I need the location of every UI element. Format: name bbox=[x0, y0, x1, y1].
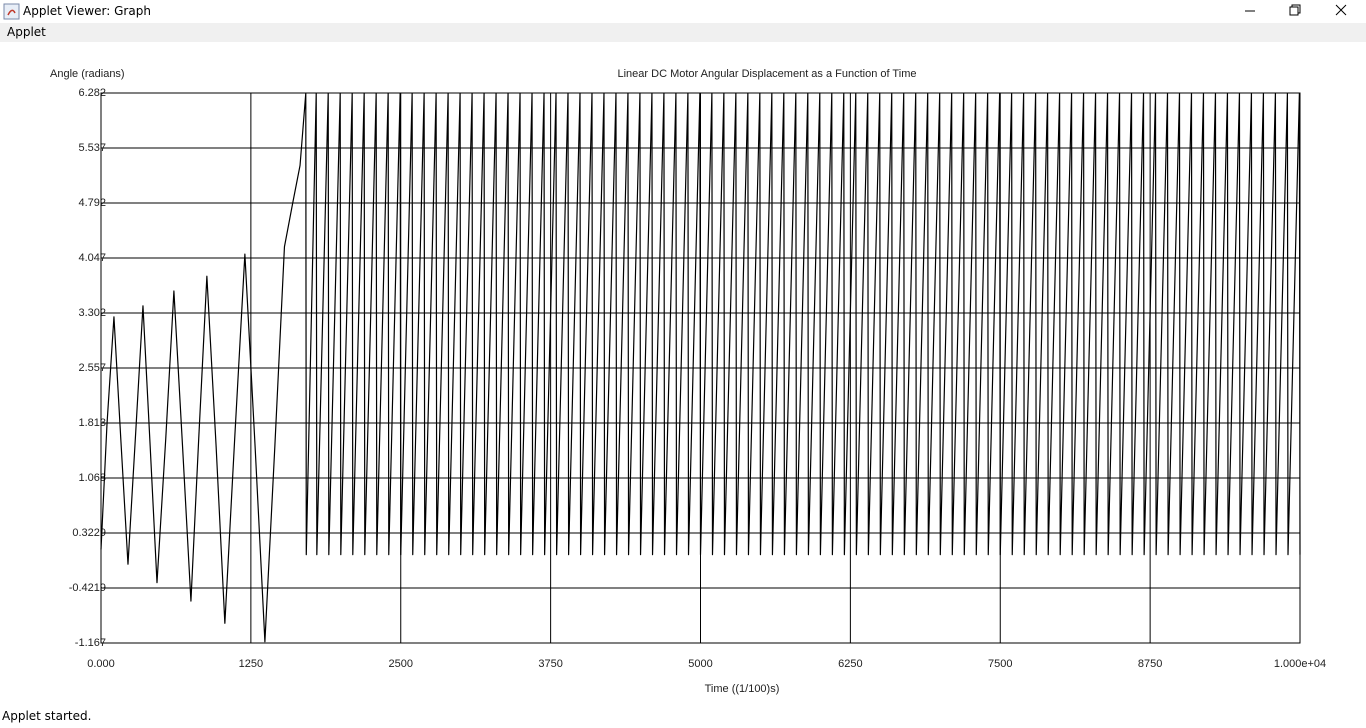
menu-item[interactable]: Applet bbox=[7, 25, 46, 39]
y-tick-label: 3.302 bbox=[78, 307, 106, 319]
y-axis-label: Angle (radians) bbox=[50, 68, 125, 80]
y-tick-label: 0.3229 bbox=[72, 527, 106, 539]
y-tick-label: 1.068 bbox=[78, 472, 106, 484]
y-tick-label: 4.047 bbox=[78, 252, 106, 264]
x-tick-label: 7500 bbox=[988, 658, 1012, 670]
x-axis-label: Time ((1/100)s) bbox=[705, 683, 780, 695]
y-tick-label: -1.167 bbox=[75, 637, 106, 649]
x-tick-label: 2500 bbox=[389, 658, 413, 670]
x-tick-label: 1250 bbox=[239, 658, 263, 670]
y-tick-label: 1.813 bbox=[78, 417, 106, 429]
x-tick-label: 3750 bbox=[538, 658, 562, 670]
x-tick-label: 0.000 bbox=[87, 658, 115, 670]
app-icon bbox=[3, 3, 20, 20]
y-tick-label: -0.4219 bbox=[69, 582, 106, 594]
close-button[interactable] bbox=[1335, 4, 1347, 16]
x-tick-label: 6250 bbox=[838, 658, 862, 670]
y-tick-label: 5.537 bbox=[78, 142, 106, 154]
window-title: Applet Viewer: Graph bbox=[23, 4, 151, 18]
data-line bbox=[100, 92, 1301, 643]
title-bar: Applet Viewer: Graph bbox=[0, 0, 1366, 23]
window-controls bbox=[1245, 4, 1347, 16]
y-tick-label: 4.792 bbox=[78, 197, 106, 209]
x-tick-label: 1.000e+04 bbox=[1274, 658, 1326, 670]
menu-bar: Applet bbox=[0, 23, 1366, 42]
y-tick-label: 2.557 bbox=[78, 362, 106, 374]
chart: Linear DC Motor Angular Displacement as … bbox=[50, 68, 1326, 695]
x-tick-label: 8750 bbox=[1138, 658, 1162, 670]
status-bar: Applet started. bbox=[2, 709, 92, 723]
y-tick-label: 6.282 bbox=[78, 87, 106, 99]
restore-button[interactable] bbox=[1289, 6, 1299, 16]
x-tick-label: 5000 bbox=[688, 658, 712, 670]
chart-title: Linear DC Motor Angular Displacement as … bbox=[618, 68, 917, 80]
